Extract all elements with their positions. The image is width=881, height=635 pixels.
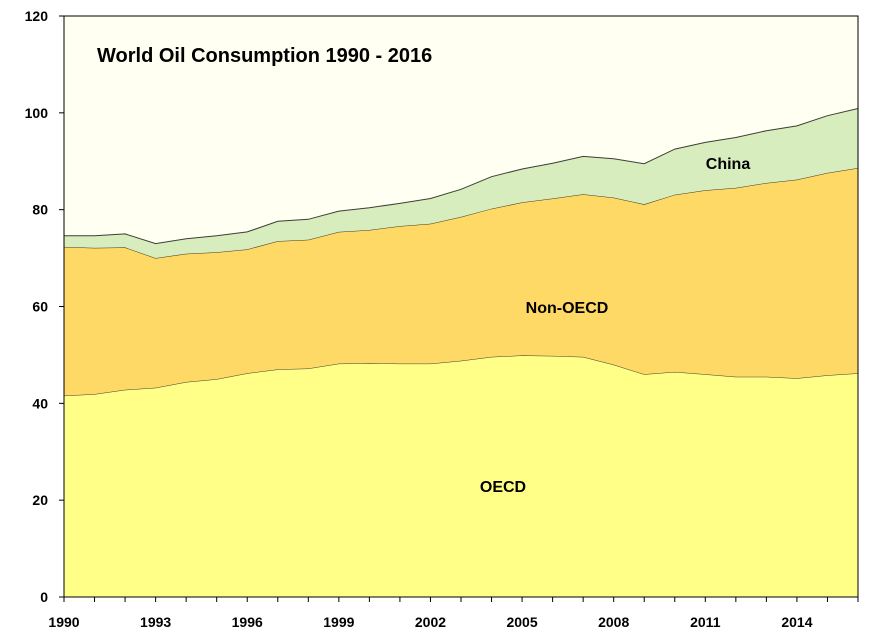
- x-tick-label: 2011: [690, 614, 721, 630]
- series-label-oecd: OECD: [480, 479, 526, 496]
- y-tick-label: 100: [25, 105, 49, 121]
- area-label-layer: China Non-OECD OECD: [480, 156, 750, 496]
- x-tick-label: 1990: [48, 614, 79, 630]
- x-tick-label: 2005: [506, 614, 537, 630]
- series-label-china: China: [706, 156, 751, 173]
- x-tick-label: 2002: [415, 614, 446, 630]
- axes: 0 20 40 60 80 100 120 1990 1993 1996 1999 2002 2005 2…: [25, 8, 859, 630]
- area-non-oecd: [64, 168, 858, 396]
- area-layer: [63, 108, 859, 597]
- x-tick-label: 1996: [232, 614, 263, 630]
- y-tick-label: 40: [32, 395, 48, 411]
- x-tick-label: 1999: [323, 614, 354, 630]
- series-label-non-oecd: Non-OECD: [526, 300, 609, 317]
- y-tick-label: 60: [32, 299, 48, 315]
- x-tick-label: 2014: [781, 614, 812, 630]
- x-tick-label: 1993: [140, 614, 171, 630]
- y-tick-label: 80: [32, 202, 48, 218]
- chart-title: World Oil Consumption 1990 - 2016: [97, 45, 432, 67]
- area-top-line-china: [64, 108, 859, 245]
- y-tick-label: 0: [40, 589, 48, 605]
- area-oecd: [64, 355, 858, 597]
- x-tick-label: 2008: [598, 614, 629, 630]
- y-tick-label: 120: [25, 8, 49, 24]
- area-china: [64, 108, 858, 259]
- y-tick-label: 20: [32, 492, 48, 508]
